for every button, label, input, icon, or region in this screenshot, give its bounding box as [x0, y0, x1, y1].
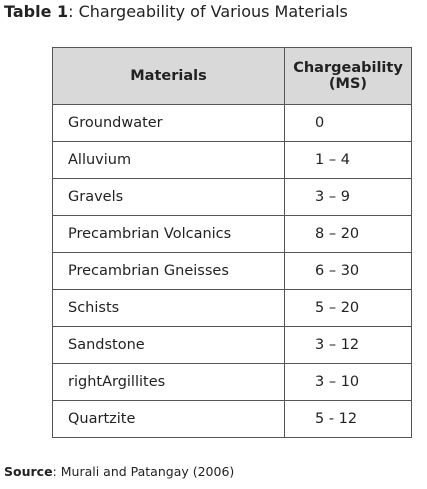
material-cell: Precambrian Gneisses — [52, 252, 285, 290]
table-row: Alluvium 1 – 4 — [52, 141, 412, 179]
table-row: Quartzite 5 - 12 — [52, 400, 412, 438]
caption-label: Table 1 — [4, 2, 69, 21]
table-row: Gravels 3 – 9 — [52, 178, 412, 216]
table-row: Groundwater 0 — [52, 104, 412, 142]
caption-text: : Chargeability of Various Materials — [68, 2, 348, 21]
header-row: Materials Chargeability (MS) — [52, 47, 412, 105]
material-cell: Groundwater — [52, 104, 285, 142]
chargeability-cell: 5 - 12 — [284, 400, 412, 438]
material-cell: rightArgillites — [52, 363, 285, 401]
table-row: Sandstone 3 – 12 — [52, 326, 412, 364]
table-row: Precambrian Gneisses 6 – 30 — [52, 252, 412, 290]
header-cell: Chargeability (MS) — [284, 47, 412, 105]
material-cell: Precambrian Volcanics — [52, 215, 285, 253]
source-note: Source: Murali and Patangay (2006) — [4, 464, 234, 479]
chargeability-cell: 3 – 10 — [284, 363, 412, 401]
material-cell: Sandstone — [52, 326, 285, 364]
table-caption: Table 1: Chargeability of Various Materi… — [4, 2, 348, 21]
table-row: Precambrian Volcanics 8 – 20 — [52, 215, 412, 253]
material-cell: Schists — [52, 289, 285, 327]
chargeability-cell: 6 – 30 — [284, 252, 412, 290]
table: Materials Chargeability (MS) Groundwater 0… — [52, 47, 412, 438]
header-line: (MS) — [328, 76, 368, 92]
header-cell: Materials — [52, 47, 285, 105]
material-cell: Alluvium — [52, 141, 285, 179]
chargeability-cell: 0 — [284, 104, 412, 142]
chargeability-cell: 5 – 20 — [284, 289, 412, 327]
source-label: Source — [4, 464, 53, 479]
chargeability-cell: 1 – 4 — [284, 141, 412, 179]
material-cell: Quartzite — [52, 400, 285, 438]
table-row: Schists 5 – 20 — [52, 289, 412, 327]
chargeability-cell: 3 – 9 — [284, 178, 412, 216]
table-row: rightArgillites 3 – 10 — [52, 363, 412, 401]
table-head: Materials Chargeability (MS) — [52, 47, 412, 105]
material-cell: Gravels — [52, 178, 285, 216]
chargeability-cell: 3 – 12 — [284, 326, 412, 364]
table-body: Groundwater 0 Alluvium 1 – 4 Gravels 3 – 9 Pre… — [52, 104, 412, 438]
source-text: : Murali and Patangay (2006) — [52, 464, 235, 479]
header-line: Chargeability — [293, 60, 403, 76]
chargeability-cell: 8 – 20 — [284, 215, 412, 253]
